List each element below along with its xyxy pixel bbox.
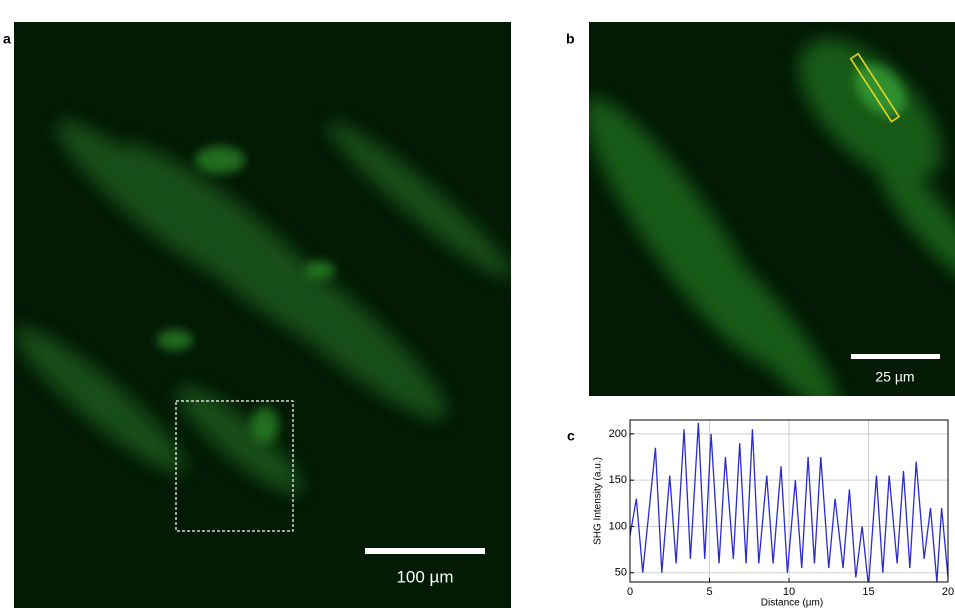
x-tick-label: 20 [942, 586, 954, 598]
data-line [630, 422, 948, 582]
y-axis-title: SHG Intensity (a.u.) [593, 457, 604, 545]
x-tick-label: 5 [706, 586, 712, 598]
y-tick-label: 200 [609, 428, 627, 440]
line-chart: 50 100 150 200 0 5 10 15 20 [609, 420, 954, 598]
x-tick-label: 0 [627, 586, 633, 598]
plot-frame [629, 419, 949, 583]
panel-label: b [566, 31, 575, 47]
panel-label: c [567, 428, 575, 444]
x-tick-label: 15 [862, 586, 874, 598]
y-tick-label: 150 [609, 474, 627, 486]
y-tick-label: 100 [609, 520, 627, 532]
x-axis-title: Distance (µm) [761, 598, 823, 608]
micrograph-a [14, 22, 511, 608]
micrograph-b [589, 22, 955, 396]
scale-bar-label: 25 µm [875, 369, 914, 385]
y-tick-label: 50 [615, 567, 627, 579]
panel-label: a [3, 31, 11, 47]
x-tick-label: 10 [783, 586, 795, 598]
scale-bar-label: 100 µm [396, 567, 453, 586]
